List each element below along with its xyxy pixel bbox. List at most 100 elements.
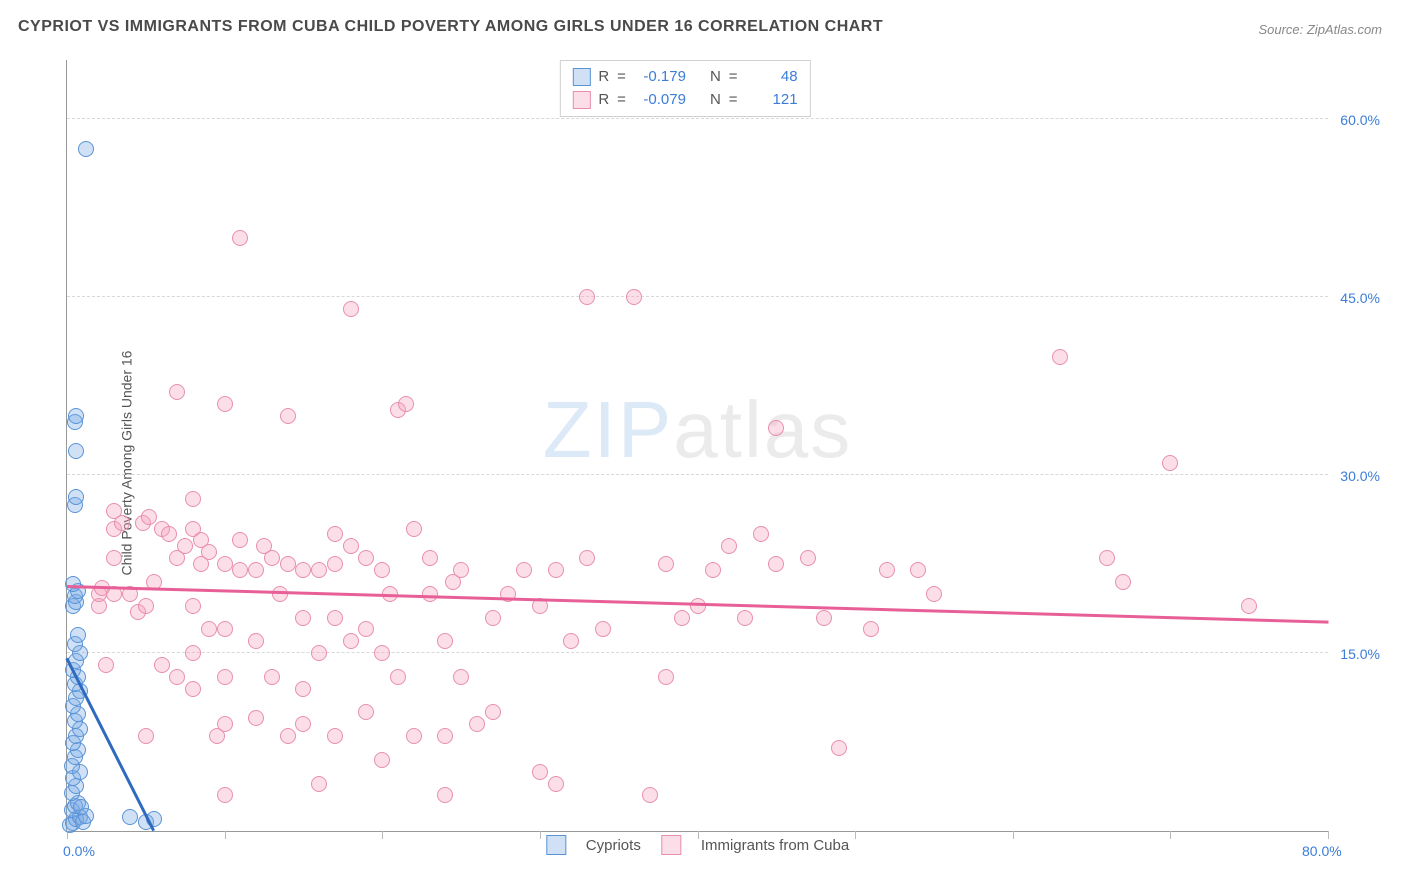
scatter-point-cuba [295,562,311,578]
scatter-point-cuba [374,645,390,661]
scatter-point-cuba [658,556,674,572]
x-tick-label: 80.0% [1302,843,1342,859]
scatter-point-cuba [674,610,690,626]
stat-eq: = [617,66,626,89]
scatter-point-cuba [248,633,264,649]
scatter-point-cypriots [68,443,84,459]
scatter-point-cuba [532,764,548,780]
scatter-point-cuba [831,740,847,756]
legend-cuba-swatch-icon [661,835,681,855]
stat-n-label: N [710,89,721,112]
scatter-point-cypriots [68,489,84,505]
scatter-point-cuba [295,610,311,626]
scatter-point-cuba [1052,349,1068,365]
cuba-swatch-icon [572,91,590,109]
cypriots-r-value: -0.179 [634,66,686,89]
scatter-point-cuba [690,598,706,614]
scatter-point-cuba [217,396,233,412]
scatter-point-cuba [548,776,564,792]
scatter-point-cuba [358,704,374,720]
scatter-point-cuba [114,515,130,531]
scatter-point-cuba [1099,550,1115,566]
scatter-point-cuba [737,610,753,626]
scatter-point-cuba [232,532,248,548]
scatter-point-cuba [1162,455,1178,471]
stat-r-label: R [598,66,609,89]
scatter-point-cuba [217,556,233,572]
scatter-point-cuba [358,550,374,566]
stat-eq: = [729,89,738,112]
cypriots-n-value: 48 [746,66,798,89]
gridline [67,296,1328,297]
scatter-point-cuba [398,396,414,412]
scatter-point-cuba [753,526,769,542]
watermark-atlas: atlas [673,385,852,474]
scatter-point-cuba [453,562,469,578]
scatter-point-cuba [280,408,296,424]
scatter-point-cuba [248,710,264,726]
scatter-point-cuba [161,526,177,542]
plot-area: ZIPatlas R = -0.179 N = 48 R = -0.079 N … [66,60,1328,832]
scatter-point-cuba [910,562,926,578]
stats-row-cuba: R = -0.079 N = 121 [572,89,797,112]
gridline [67,652,1328,653]
scatter-point-cuba [485,610,501,626]
scatter-point-cuba [816,610,832,626]
scatter-point-cypriots [68,408,84,424]
scatter-point-cuba [343,301,359,317]
scatter-point-cuba [1241,598,1257,614]
scatter-point-cuba [98,657,114,673]
x-tick [1328,831,1329,839]
scatter-point-cuba [138,598,154,614]
scatter-point-cuba [579,289,595,305]
watermark-zip: ZIP [543,385,673,474]
cuba-r-value: -0.079 [634,89,686,112]
scatter-point-cuba [311,776,327,792]
scatter-point-cuba [327,556,343,572]
legend-cypriots-swatch-icon [546,835,566,855]
scatter-point-cuba [579,550,595,566]
scatter-point-cuba [185,598,201,614]
scatter-point-cuba [177,538,193,554]
chart-title: CYPRIOT VS IMMIGRANTS FROM CUBA CHILD PO… [18,18,883,36]
trendline-cuba [67,585,1328,623]
scatter-point-cuba [516,562,532,578]
watermark: ZIPatlas [543,384,852,476]
scatter-point-cuba [437,633,453,649]
stat-eq: = [617,89,626,112]
scatter-point-cuba [185,645,201,661]
chart-container: Child Poverty Among Girls Under 16 ZIPat… [18,52,1388,874]
correlation-stats-box: R = -0.179 N = 48 R = -0.079 N = 121 [559,60,810,117]
scatter-point-cuba [453,669,469,685]
cypriots-swatch-icon [572,68,590,86]
scatter-point-cuba [264,550,280,566]
scatter-point-cuba [232,230,248,246]
scatter-point-cuba [311,562,327,578]
scatter-point-cuba [343,538,359,554]
scatter-point-cuba [406,728,422,744]
scatter-point-cuba [358,621,374,637]
scatter-point-cuba [169,384,185,400]
scatter-point-cuba [295,681,311,697]
scatter-point-cuba [217,716,233,732]
scatter-point-cuba [437,728,453,744]
scatter-point-cuba [201,544,217,560]
y-tick-label: 15.0% [1340,646,1380,662]
scatter-point-cuba [705,562,721,578]
scatter-point-cuba [217,787,233,803]
scatter-point-cuba [295,716,311,732]
scatter-point-cuba [185,681,201,697]
scatter-point-cuba [563,633,579,649]
scatter-point-cuba [642,787,658,803]
scatter-point-cuba [232,562,248,578]
scatter-point-cuba [201,621,217,637]
x-tick-label: 0.0% [63,843,95,859]
scatter-point-cuba [469,716,485,732]
scatter-point-cuba [768,556,784,572]
scatter-point-cuba [926,586,942,602]
scatter-point-cuba [1115,574,1131,590]
scatter-point-cuba [272,586,288,602]
scatter-point-cuba [721,538,737,554]
x-tick [1170,831,1171,839]
scatter-point-cuba [422,586,438,602]
